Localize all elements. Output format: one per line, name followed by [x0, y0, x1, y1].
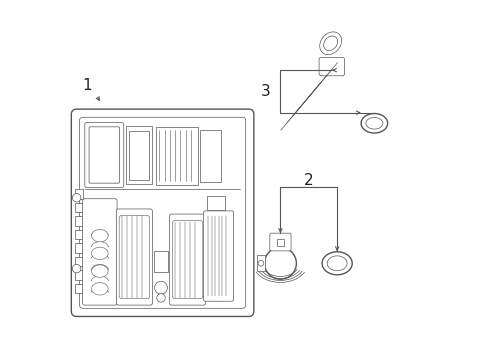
FancyBboxPatch shape	[116, 209, 152, 305]
Bar	[154, 251, 168, 273]
Ellipse shape	[366, 117, 383, 129]
FancyBboxPatch shape	[319, 57, 344, 76]
Text: 3: 3	[261, 84, 270, 99]
FancyBboxPatch shape	[89, 127, 120, 183]
Ellipse shape	[92, 283, 108, 295]
Bar	[125, 126, 152, 184]
Bar	[75, 189, 83, 199]
FancyBboxPatch shape	[170, 214, 206, 305]
Ellipse shape	[327, 256, 347, 271]
Bar	[277, 239, 284, 246]
Bar	[75, 230, 83, 239]
Ellipse shape	[361, 113, 388, 133]
Circle shape	[157, 294, 165, 302]
FancyBboxPatch shape	[270, 233, 291, 251]
Bar	[129, 131, 148, 180]
FancyBboxPatch shape	[79, 117, 245, 308]
Circle shape	[73, 264, 81, 273]
Bar	[257, 255, 265, 271]
FancyBboxPatch shape	[203, 211, 234, 301]
Ellipse shape	[320, 32, 342, 55]
Bar	[75, 284, 83, 293]
Text: 2: 2	[303, 172, 313, 188]
Bar	[200, 130, 221, 182]
FancyBboxPatch shape	[72, 109, 254, 316]
Circle shape	[73, 193, 81, 202]
Bar	[156, 127, 198, 185]
Circle shape	[155, 281, 168, 294]
Ellipse shape	[324, 36, 338, 50]
FancyBboxPatch shape	[85, 122, 124, 188]
Bar	[75, 243, 83, 253]
Bar	[75, 216, 83, 226]
Ellipse shape	[322, 252, 352, 275]
Ellipse shape	[92, 265, 108, 277]
Circle shape	[265, 247, 296, 279]
FancyBboxPatch shape	[83, 199, 117, 305]
Bar	[75, 270, 83, 280]
Text: 1: 1	[82, 78, 92, 93]
Bar	[207, 196, 225, 211]
Ellipse shape	[92, 229, 108, 242]
Ellipse shape	[92, 247, 108, 260]
Bar	[75, 203, 83, 212]
Circle shape	[258, 260, 264, 266]
Bar	[75, 257, 83, 266]
